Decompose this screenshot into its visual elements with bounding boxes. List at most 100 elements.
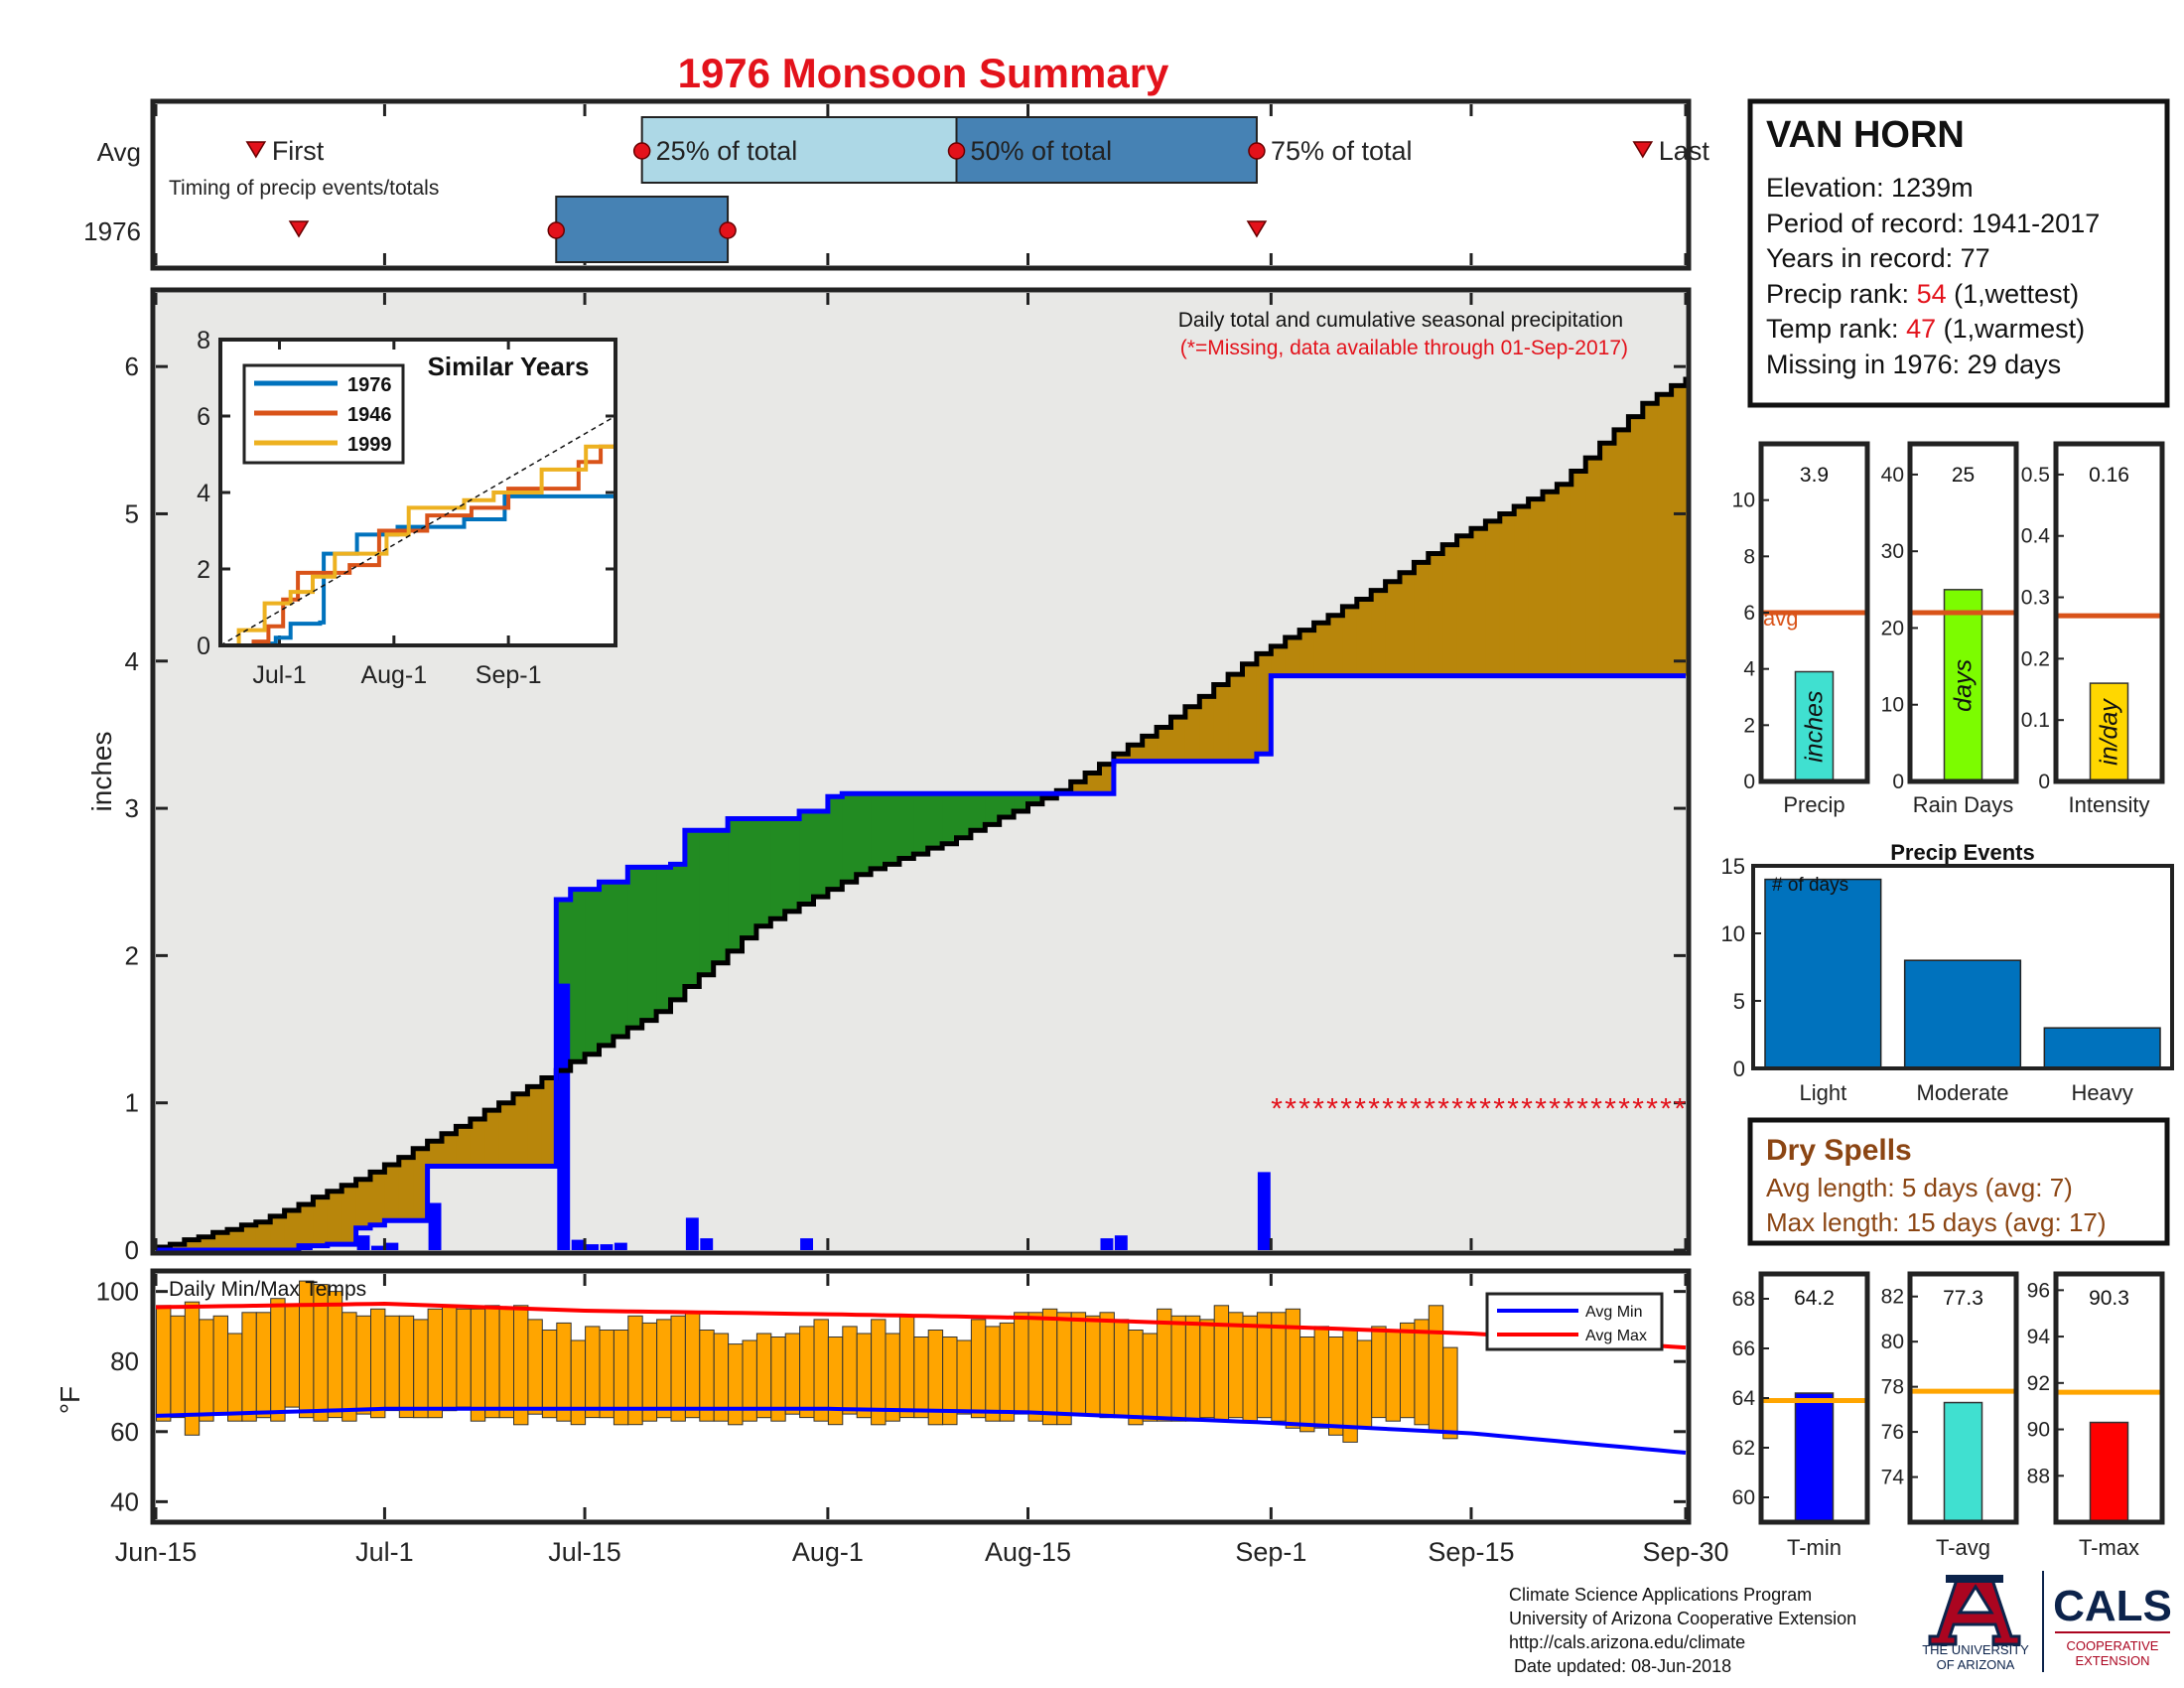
- mini-unit-label: inches: [1801, 691, 1829, 763]
- station-missing: Missing in 1976: 29 days: [1766, 350, 2061, 379]
- year-last-event-marker: [1246, 220, 1268, 238]
- mini-panel-precip: 0 2 4 6 8 10 3.9 inches Precip: [1732, 441, 1870, 817]
- daily-temp-range-bar: [842, 1326, 858, 1415]
- daily-temp-range-bar: [227, 1333, 243, 1422]
- avg-above-fill-segment: [284, 1210, 300, 1250]
- legend-avg-min-label: Avg Min: [1585, 1304, 1643, 1321]
- inset-title: Similar Years: [428, 352, 590, 381]
- avg-above-fill-segment: [1557, 484, 1572, 676]
- daily-precip-bar: [428, 1202, 442, 1250]
- avg-above-fill-segment: [1184, 706, 1200, 762]
- station-period: Period of record: 1941-2017: [1766, 209, 2100, 238]
- daily-temp-range-bar: [1414, 1319, 1430, 1426]
- avg-above-fill-segment: [1671, 385, 1687, 676]
- avg-above-fill-segment: [1400, 572, 1415, 676]
- avg-above-fill-segment: [241, 1224, 257, 1250]
- inset-y-tick-label: 2: [197, 556, 210, 584]
- avg-above-fill-segment: [1099, 764, 1115, 794]
- missing-note: (*=Missing, data available through 01-Se…: [1180, 337, 1628, 359]
- daily-temp-range-bar: [341, 1312, 357, 1422]
- daily-temp-range-bar: [856, 1333, 873, 1419]
- station-years: Years in record: 77: [1766, 243, 1990, 273]
- temps-y-tick-label: 100: [96, 1277, 139, 1307]
- daily-temp-range-bar: [570, 1339, 587, 1426]
- mini-tick-label: 10: [1881, 694, 1904, 717]
- avg-above-fill-segment: [1570, 471, 1586, 676]
- daily-temp-range-bar: [527, 1319, 543, 1415]
- avg-above-fill-segment: [1642, 403, 1658, 676]
- daily-temp-range-bar: [1428, 1305, 1444, 1433]
- daily-precip-bar: [1114, 1235, 1128, 1250]
- avg-above-fill-segment: [1256, 653, 1272, 755]
- year-above-fill-segment: [898, 793, 914, 859]
- year-above-fill-segment: [813, 811, 829, 897]
- daily-precip-bar: [614, 1242, 627, 1250]
- avg-above-fill-segment: [1442, 544, 1458, 676]
- year-above-fill-segment: [827, 796, 843, 890]
- daily-temp-range-bar: [556, 1322, 572, 1422]
- daily-temp-range-bar: [1299, 1336, 1315, 1433]
- avg-above-fill-segment: [398, 1157, 414, 1221]
- avg-above-fill-segment: [1385, 581, 1401, 676]
- avg-above-fill-segment: [1113, 754, 1129, 762]
- daily-temp-range-bar: [1313, 1326, 1329, 1429]
- temp-category-label: T-min: [1787, 1535, 1842, 1560]
- daily-temp-range-bar: [1014, 1312, 1029, 1415]
- timing-panel: Avg 1976 Timing of precip events/totals …: [83, 98, 1709, 271]
- event-bar-heavy: [2043, 1027, 2161, 1069]
- year-above-fill-segment: [970, 793, 986, 831]
- temp-tick-label: 94: [2027, 1326, 2051, 1348]
- mini-frame: [1907, 441, 2019, 784]
- daily-temp-range-bar: [1356, 1339, 1373, 1429]
- avg-above-fill-segment: [1228, 674, 1244, 762]
- year-above-fill-segment: [999, 793, 1015, 817]
- mini-unit-label: days: [1950, 659, 1978, 712]
- avg-above-fill-segment: [427, 1141, 443, 1167]
- temps-legend: [1485, 1292, 1664, 1351]
- daily-precip-bar: [385, 1242, 399, 1250]
- main-y-tick-label: 4: [125, 646, 139, 676]
- daily-temp-range-bar: [670, 1315, 686, 1422]
- avg-above-fill-segment: [327, 1191, 342, 1245]
- mini-tick-label: 40: [1881, 464, 1904, 487]
- temp-tick-label: 78: [1881, 1376, 1904, 1399]
- temp-tick-label: 74: [1881, 1467, 1905, 1489]
- avg-min-temp-line: [155, 1406, 1687, 1455]
- avg-above-fill-segment: [413, 1148, 429, 1221]
- temps-title: Daily Min/Max Temps: [169, 1278, 366, 1301]
- season-precip-panels: 0 2 4 6 8 10 3.9 inches Precip 0 10 20 30 40 25 days Rai…: [1732, 441, 2165, 817]
- mini-value: 0.16: [2089, 464, 2129, 487]
- mini-frame: [2053, 441, 2165, 784]
- avg-50-marker: [947, 142, 966, 160]
- year-above-fill-segment: [927, 793, 943, 849]
- avg-above-fill-segment: [1514, 506, 1530, 676]
- main-y-tick-label: 6: [125, 352, 139, 381]
- main-y-tick-label: 1: [125, 1088, 139, 1118]
- timing-frame: [150, 98, 1692, 271]
- daily-temp-range-bar: [599, 1330, 614, 1419]
- daily-temp-range-bar: [755, 1333, 772, 1419]
- event-bar-moderate: [1903, 959, 2022, 1069]
- avg-above-fill-segment: [341, 1185, 357, 1244]
- station-name: VAN HORN: [1766, 114, 1965, 156]
- daily-precip-bar: [586, 1244, 599, 1250]
- daily-temp-range-bar: [1056, 1312, 1072, 1426]
- daily-temp-range-bar: [1184, 1315, 1201, 1422]
- footer-date: Date updated: 08-Jun-2018: [1509, 1656, 1731, 1676]
- daily-temp-range-bar: [1199, 1319, 1215, 1419]
- temp-value: 90.3: [2089, 1287, 2129, 1310]
- avg-above-fill-segment: [255, 1221, 271, 1250]
- daily-temp-range-bar: [199, 1319, 214, 1422]
- temp-value: 64.2: [1794, 1287, 1835, 1310]
- daily-temp-range-bar: [1113, 1319, 1130, 1419]
- avg-above-fill-segment: [1485, 520, 1501, 676]
- avg-above-fill-segment: [1285, 637, 1300, 676]
- daily-precip-bar: [557, 983, 571, 1250]
- main-y-axis-label: inches: [86, 732, 117, 812]
- avg-above-fill-segment: [1471, 528, 1486, 676]
- avg-25-marker: [632, 142, 651, 160]
- avg-above-fill-segment: [170, 1244, 186, 1250]
- station-precip-rank: Precip rank: 54 (1,wettest): [1766, 279, 2079, 309]
- date-axis-label: Sep-1: [1235, 1537, 1306, 1567]
